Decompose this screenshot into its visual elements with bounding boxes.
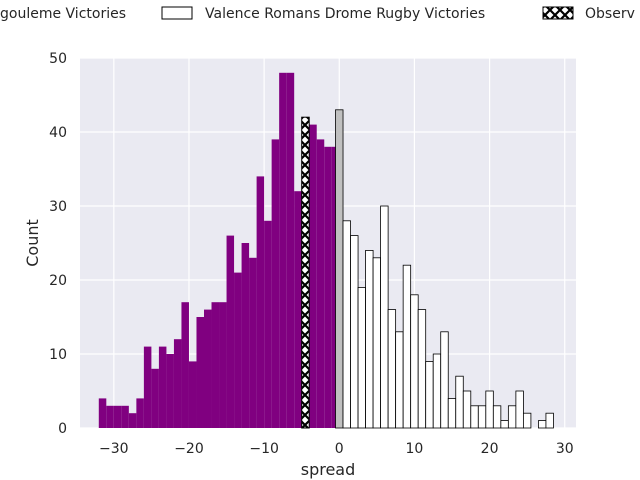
histogram-bars (98, 72, 554, 429)
bar-valence (357, 286, 366, 429)
legend-swatch-observed (542, 6, 574, 20)
bar-angouleme (309, 124, 317, 428)
bar-angouleme (143, 346, 152, 428)
bar-angouleme (211, 302, 220, 428)
y-tick-label: 40 (49, 125, 67, 141)
legend-label-angouleme: gouleme Victories (0, 6, 126, 22)
bar-valence (410, 294, 419, 429)
bar-angouleme (256, 176, 265, 428)
legend-label-observed: Observ (585, 6, 635, 22)
legend: gouleme Victories Valence Romans Drome R… (0, 6, 635, 22)
y-tick-label: 0 (58, 421, 67, 437)
bar-valence (425, 360, 434, 429)
bar-angouleme (113, 405, 122, 428)
legend-label-valence: Valence Romans Drome Rugby Victories (205, 6, 485, 22)
x-tick-label: −20 (174, 441, 204, 457)
bar-angouleme (264, 220, 272, 428)
x-tick-labels: −30 −20 −10 0 10 20 30 (99, 441, 574, 457)
bar-angouleme (226, 235, 235, 428)
x-tick-label: −30 (99, 441, 129, 457)
x-tick-label: 30 (556, 441, 574, 457)
bar-valence (538, 420, 547, 429)
bar-angouleme (128, 413, 137, 428)
bar-angouleme (324, 146, 332, 429)
x-tick-label: −10 (249, 441, 279, 457)
bar-draw (335, 109, 344, 429)
x-axis-label: spread (301, 460, 356, 479)
bar-angouleme (271, 139, 280, 428)
bar-angouleme (98, 398, 107, 428)
bar-valence (485, 390, 494, 429)
y-axis-label: Count (23, 219, 42, 267)
bar-angouleme (204, 309, 212, 428)
bar-angouleme (188, 361, 197, 428)
bar-angouleme (173, 339, 182, 428)
bar-angouleme (151, 368, 159, 428)
bar-valence (417, 309, 427, 429)
bar-valence (342, 220, 351, 429)
bar-valence (462, 390, 472, 429)
bar-valence (447, 397, 457, 429)
bar-valence (365, 249, 374, 429)
bar-valence (395, 331, 404, 429)
bar-valence (507, 405, 517, 429)
bar-valence (372, 257, 382, 429)
bar-angouleme (181, 302, 189, 428)
y-tick-label: 10 (49, 347, 67, 363)
bar-valence (515, 390, 524, 429)
bar-angouleme (279, 72, 287, 429)
bar-angouleme (196, 317, 204, 428)
bar-valence (402, 264, 412, 429)
bar-valence (380, 205, 389, 429)
bar-angouleme (166, 354, 174, 428)
bar-angouleme (286, 72, 295, 429)
x-tick-label: 10 (406, 441, 424, 457)
bar-valence (350, 235, 359, 429)
bar-angouleme (234, 272, 242, 428)
bar-valence (500, 420, 509, 429)
bar-valence (522, 412, 532, 429)
bar-angouleme (106, 405, 114, 428)
bar-angouleme (158, 346, 167, 428)
bar-valence (492, 405, 502, 429)
x-tick-label: 20 (481, 441, 499, 457)
legend-swatch-valence (161, 6, 193, 20)
bar-angouleme (219, 302, 227, 428)
bar-angouleme (136, 398, 144, 428)
bar-angouleme (294, 191, 302, 428)
bar-valence (545, 412, 554, 429)
bar-valence (470, 405, 479, 429)
bar-angouleme (241, 243, 250, 428)
x-tick-label: 0 (335, 441, 344, 457)
y-tick-labels: 0 10 20 30 40 50 (49, 51, 67, 437)
bar-angouleme (249, 257, 257, 428)
bar-valence (440, 331, 449, 429)
bar-valence (455, 375, 464, 429)
bar-valence (432, 353, 442, 429)
bar-valence (477, 405, 487, 429)
bar-observed (301, 116, 310, 429)
bar-valence (387, 309, 397, 429)
bar-angouleme (316, 139, 325, 428)
y-tick-label: 20 (49, 273, 67, 289)
y-tick-label: 50 (49, 51, 67, 67)
y-tick-label: 30 (49, 199, 67, 215)
bar-angouleme (121, 405, 129, 428)
